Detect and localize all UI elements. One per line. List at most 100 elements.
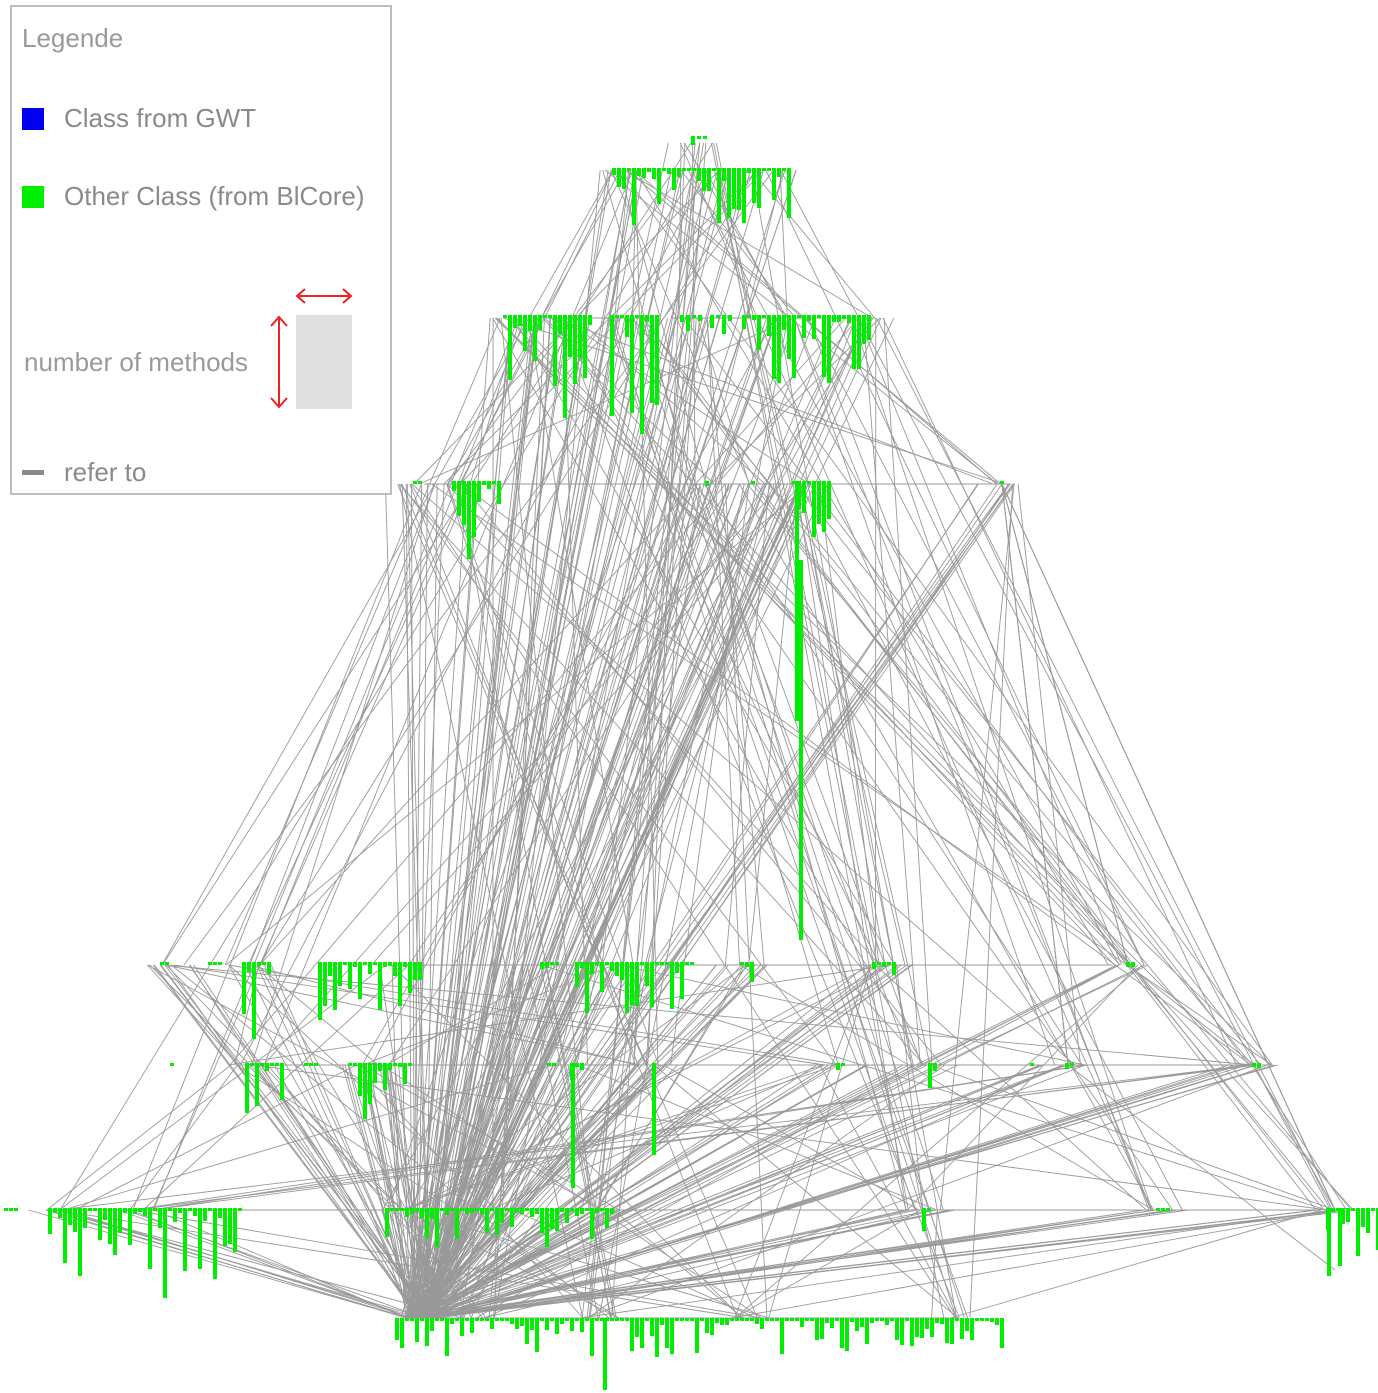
class-node-464 bbox=[163, 1208, 167, 1298]
reference-edge bbox=[642, 317, 1134, 966]
reference-edge bbox=[734, 964, 1143, 1319]
class-node-164 bbox=[595, 962, 599, 965]
class-nodes bbox=[4, 136, 1378, 1390]
class-node-225 bbox=[841, 1063, 845, 1066]
reference-edge bbox=[633, 317, 957, 1319]
class-node-183 bbox=[690, 962, 694, 965]
class-node-143 bbox=[358, 962, 362, 999]
class-node-383 bbox=[625, 1318, 629, 1321]
reference-edge bbox=[387, 317, 692, 1211]
class-node-81 bbox=[772, 315, 776, 379]
reference-edge bbox=[697, 317, 750, 485]
class-node-387 bbox=[645, 1318, 649, 1321]
class-node-63 bbox=[640, 315, 644, 434]
class-node-268 bbox=[208, 1208, 212, 1211]
gwt-class-swatch bbox=[22, 107, 44, 130]
reference-edge bbox=[408, 483, 733, 966]
class-node-223 bbox=[580, 1063, 584, 1070]
class-node-203 bbox=[304, 1063, 308, 1066]
reference-edge bbox=[493, 142, 705, 1319]
class-node-102 bbox=[418, 481, 422, 484]
class-node-195 bbox=[245, 1063, 249, 1113]
reference-edge bbox=[883, 317, 933, 1066]
class-node-402 bbox=[720, 1318, 724, 1325]
reference-edge bbox=[500, 317, 592, 1211]
class-node-179 bbox=[670, 962, 674, 1009]
class-node-252 bbox=[128, 1208, 132, 1245]
class-node-381 bbox=[615, 1318, 619, 1321]
class-node-272 bbox=[228, 1208, 232, 1244]
class-node-129 bbox=[242, 962, 246, 1014]
class-node-26 bbox=[727, 168, 731, 218]
reference-edge bbox=[1128, 964, 1330, 1211]
class-node-107 bbox=[472, 481, 476, 537]
class-node-308 bbox=[550, 1208, 554, 1229]
class-node-445 bbox=[935, 1318, 939, 1323]
class-node-36 bbox=[777, 168, 781, 177]
reference-edge bbox=[55, 1209, 463, 1319]
class-node-288 bbox=[450, 1208, 454, 1211]
class-node-217 bbox=[403, 1063, 407, 1084]
class-node-407 bbox=[745, 1318, 749, 1321]
reference-edge bbox=[463, 317, 857, 1319]
reference-edge bbox=[492, 317, 924, 1066]
class-node-351 bbox=[465, 1318, 469, 1321]
class-node-376 bbox=[590, 1318, 594, 1356]
reference-edge bbox=[507, 317, 1115, 966]
class-node-266 bbox=[198, 1208, 202, 1269]
class-node-349 bbox=[455, 1318, 459, 1321]
reference-edge bbox=[683, 142, 788, 319]
class-node-77 bbox=[752, 315, 756, 320]
reference-edge bbox=[385, 483, 411, 1319]
class-node-182 bbox=[685, 962, 689, 965]
size-arrows bbox=[270, 288, 353, 409]
size-box bbox=[296, 315, 352, 409]
class-node-373 bbox=[575, 1318, 579, 1321]
class-node-68 bbox=[686, 315, 690, 331]
class-node-352 bbox=[470, 1318, 474, 1333]
reference-edge bbox=[426, 169, 681, 1319]
class-node-104 bbox=[457, 481, 461, 516]
reference-edge bbox=[415, 1064, 1275, 1319]
class-node-90 bbox=[817, 315, 821, 318]
reference-edge bbox=[418, 483, 1011, 1319]
class-node-327 bbox=[1331, 1208, 1335, 1212]
class-node-202 bbox=[280, 1063, 284, 1100]
class-node-138 bbox=[333, 962, 337, 1010]
class-node-325 bbox=[1166, 1208, 1170, 1211]
reference-edge bbox=[969, 483, 1014, 1319]
class-node-151 bbox=[398, 962, 402, 1006]
class-node-196 bbox=[250, 1063, 254, 1066]
class-node-310 bbox=[560, 1208, 564, 1212]
class-node-406 bbox=[740, 1318, 744, 1321]
class-node-246 bbox=[98, 1208, 102, 1240]
reference-edge bbox=[542, 317, 1354, 1211]
class-node-40 bbox=[508, 315, 512, 380]
class-node-305 bbox=[535, 1208, 539, 1214]
class-node-444 bbox=[930, 1318, 934, 1337]
reference-edge bbox=[246, 1064, 403, 1211]
reference-edge bbox=[166, 964, 403, 1211]
class-node-11 bbox=[652, 168, 656, 179]
reference-edge bbox=[819, 1064, 958, 1319]
reference-edge bbox=[248, 964, 636, 1066]
reference-edge bbox=[249, 483, 436, 966]
class-node-289 bbox=[455, 1208, 459, 1239]
class-node-155 bbox=[418, 962, 422, 980]
reference-edge bbox=[619, 169, 907, 1211]
reference-edge bbox=[45, 1209, 409, 1319]
class-node-53 bbox=[573, 315, 577, 384]
reference-edge bbox=[564, 964, 631, 1066]
reference-edge bbox=[683, 317, 1250, 1066]
class-node-455 bbox=[985, 1318, 989, 1321]
reference-edge bbox=[501, 317, 545, 1211]
class-node-384 bbox=[630, 1318, 634, 1351]
class-node-69 bbox=[692, 315, 696, 318]
class-node-382 bbox=[620, 1318, 624, 1321]
reference-edge bbox=[482, 483, 767, 1211]
reference-edge bbox=[405, 964, 749, 1319]
class-node-109 bbox=[482, 481, 486, 485]
reference-edge bbox=[429, 169, 631, 1319]
class-node-122 bbox=[827, 481, 831, 519]
class-node-46 bbox=[538, 315, 542, 330]
